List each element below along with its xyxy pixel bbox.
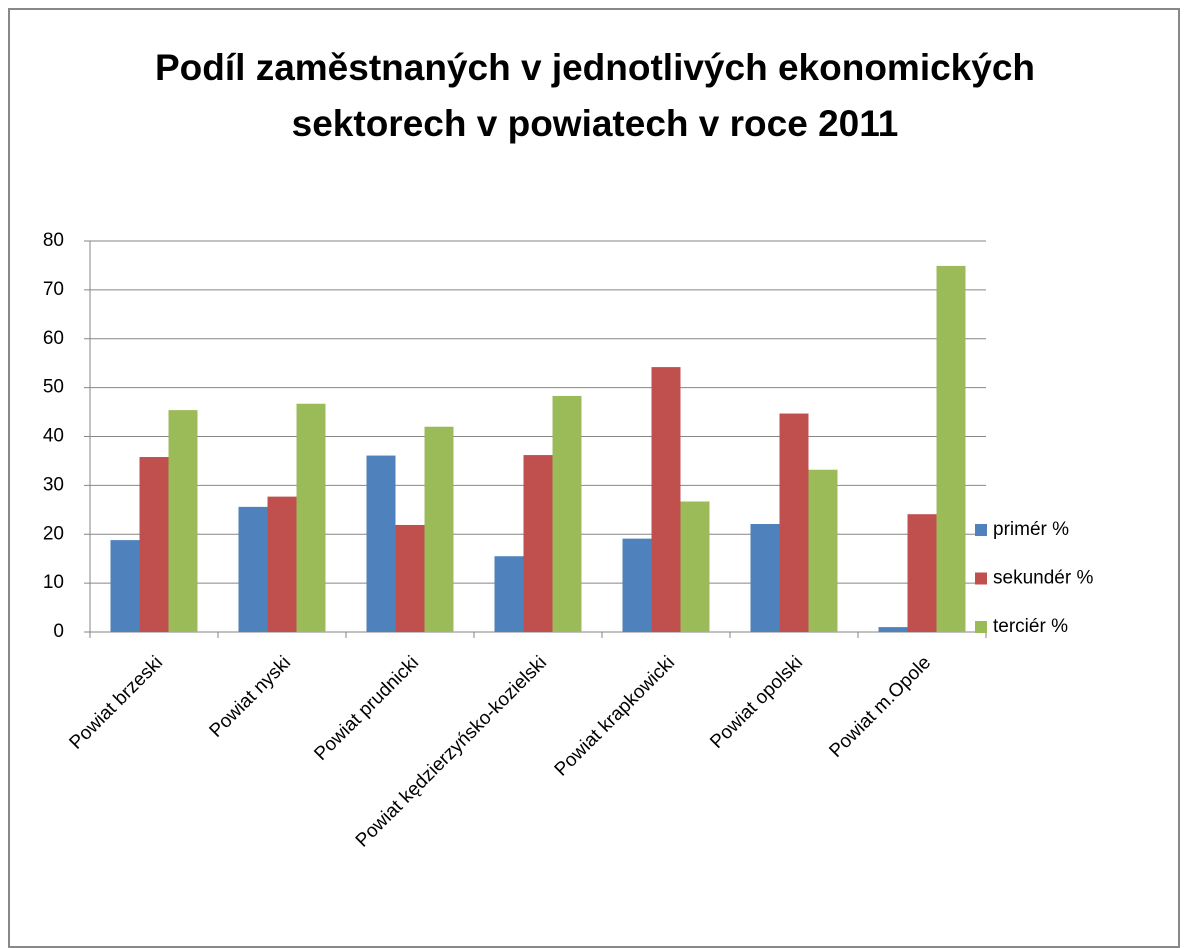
legend-swatch (975, 524, 987, 536)
bar (779, 413, 809, 632)
legend-label: primér % (993, 519, 1069, 540)
legend-swatch (975, 572, 987, 585)
x-tick-label: Powiat krapkowicki (551, 652, 679, 780)
y-tick-label: 80 (43, 230, 64, 251)
bar (296, 403, 326, 632)
bar (523, 455, 553, 632)
bar (494, 556, 524, 632)
chart-title: Podíl zaměstnaných v jednotlivých ekonom… (154, 47, 1036, 144)
y-tick-label: 30 (43, 474, 64, 495)
bar (110, 540, 140, 632)
legend-label: sekundér % (993, 568, 1093, 589)
bar (808, 469, 838, 632)
y-tick-label: 50 (43, 377, 64, 398)
bar (907, 514, 937, 632)
y-tick-label: 0 (53, 621, 64, 642)
y-tick-label: 20 (43, 523, 64, 544)
bar (651, 367, 681, 632)
legend-swatch (975, 621, 987, 633)
x-tick-label: Powiat prudnicki (310, 652, 423, 765)
y-tick-label: 10 (43, 572, 64, 593)
x-tick-label: Powiat opolski (706, 652, 807, 753)
x-tick-label: Powiat brzeski (66, 652, 167, 753)
bar (552, 395, 582, 632)
bar (395, 524, 425, 632)
bar (139, 457, 169, 632)
legend-label: terciér % (993, 616, 1068, 637)
bar (878, 627, 908, 632)
y-tick-label: 60 (43, 328, 64, 349)
bar (424, 426, 454, 632)
bar (680, 501, 710, 632)
x-tick-label: Powiat m.Opole (825, 652, 935, 762)
bar (936, 265, 966, 632)
bar (622, 538, 652, 632)
x-tick-label: Powiat nyski (206, 652, 296, 742)
bar (267, 496, 297, 632)
bar (168, 410, 198, 632)
bar (750, 523, 780, 632)
y-tick-label: 40 (43, 426, 64, 447)
bar (366, 455, 396, 632)
bar (238, 506, 268, 632)
y-tick-label: 70 (43, 279, 64, 300)
